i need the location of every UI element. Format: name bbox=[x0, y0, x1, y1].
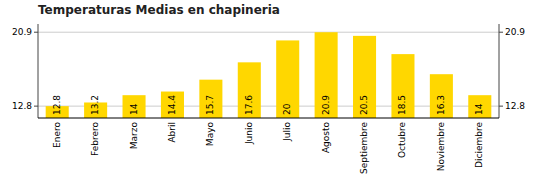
y-tick-label: 20.9 bbox=[12, 27, 32, 37]
bar bbox=[123, 95, 146, 118]
data-label: 17.6 bbox=[244, 95, 254, 115]
y2-tick-label: 20.9 bbox=[505, 27, 525, 37]
x-tick-label: Junio bbox=[244, 122, 254, 146]
x-tick-label: Noviembre bbox=[436, 122, 446, 172]
x-tick-label: Abril bbox=[167, 122, 177, 143]
bars bbox=[46, 32, 492, 118]
y-tick bbox=[34, 106, 38, 107]
y2-tick-label: 12.8 bbox=[505, 101, 525, 111]
chart-svg: Temperaturas Medias en chapineria 12.8 13.… bbox=[0, 0, 537, 174]
x-tick-label: Julio bbox=[282, 122, 292, 142]
x-tick-label: Marzo bbox=[129, 122, 139, 150]
title: Temperaturas Medias en chapineria bbox=[38, 3, 280, 17]
y-tick bbox=[34, 32, 38, 33]
x-tick-label: Mayo bbox=[205, 122, 215, 147]
bar bbox=[391, 54, 414, 118]
data-label: 15.7 bbox=[205, 95, 215, 115]
grid-line bbox=[38, 32, 499, 33]
x-axis-line bbox=[38, 118, 499, 119]
data-label: 13.2 bbox=[90, 95, 100, 115]
data-label: 20.5 bbox=[359, 95, 369, 115]
y2-axis-line bbox=[499, 24, 500, 118]
bar bbox=[430, 74, 453, 118]
data-label: 18.5 bbox=[397, 95, 407, 115]
y2-tick bbox=[499, 106, 503, 107]
y2-tick bbox=[499, 32, 503, 33]
data-label: 14 bbox=[129, 103, 139, 115]
data-label: 14.4 bbox=[167, 95, 177, 115]
bar bbox=[161, 92, 184, 118]
data-label: 20 bbox=[282, 103, 292, 115]
x-tick-label: Octubre bbox=[397, 122, 407, 158]
chart-container: Temperaturas Medias en chapineria 12.8 13.… bbox=[0, 0, 537, 174]
bar bbox=[353, 36, 376, 118]
x-tick-label: Enero bbox=[52, 122, 62, 148]
x-tick-label: Diciembre bbox=[474, 122, 484, 168]
bar bbox=[276, 40, 299, 118]
y-tick-label: 12.8 bbox=[12, 101, 32, 111]
x-tick-label: Agosto bbox=[321, 122, 331, 154]
bar bbox=[199, 80, 222, 118]
data-label: 14 bbox=[474, 103, 484, 115]
data-label: 16.3 bbox=[436, 95, 446, 115]
data-label: 20.9 bbox=[321, 95, 331, 115]
bar bbox=[238, 62, 261, 118]
x-tick-label: Septiembre bbox=[359, 122, 369, 174]
y-axis-line bbox=[38, 24, 39, 118]
bar bbox=[468, 95, 491, 118]
data-label: 12.8 bbox=[52, 95, 62, 115]
x-tick-label: Febrero bbox=[90, 122, 100, 156]
bar bbox=[315, 32, 338, 118]
